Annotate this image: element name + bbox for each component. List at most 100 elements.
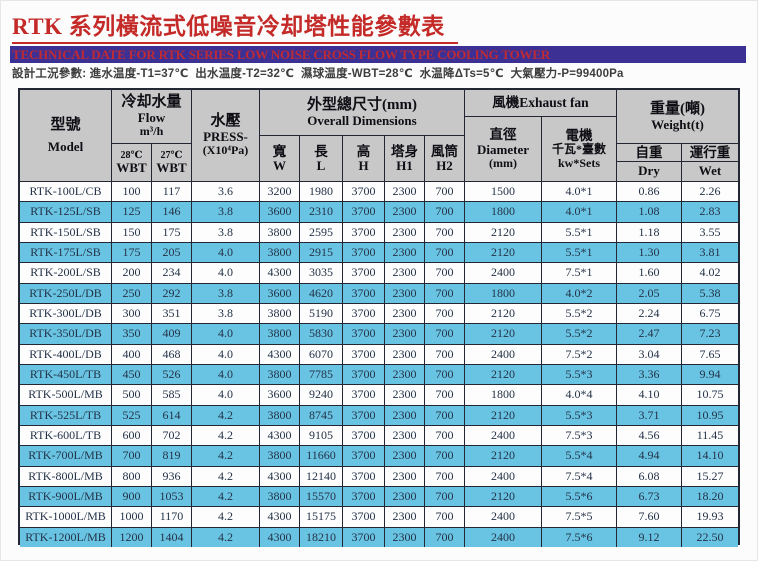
data-cell: 3.36 (617, 364, 682, 385)
header-flow-28wbt: 28℃ WBT (112, 144, 152, 182)
data-cell: 11660 (300, 446, 343, 466)
data-cell: 350 (112, 324, 152, 344)
data-cell: 18210 (300, 527, 343, 547)
data-cell: 9.94 (699, 367, 721, 382)
header-flow-28-wbt: WBT (116, 159, 147, 175)
data-cell: 8745 (300, 405, 343, 425)
model-cell: RTK-700L/MB (20, 446, 112, 466)
data-cell: 2300 (385, 486, 425, 507)
model-cell: RTK-100L/CB (20, 182, 112, 202)
header-dim-l-en: L (316, 157, 326, 173)
data-cell: 3800 (260, 303, 300, 324)
model-cell: RTK-525L/TB (20, 405, 112, 425)
data-cell: 400 (112, 344, 152, 364)
model-cell: RTK-175L/SB (20, 242, 112, 263)
header-weight-dry-en-text: Dry (638, 163, 660, 179)
data-cell: 146 (152, 202, 192, 222)
data-cell: 7785 (300, 364, 343, 385)
header-fan-diameter-zh: 直徑 (489, 127, 517, 143)
header-flow-en2: m³/h (139, 124, 164, 139)
data-cell: 2120 (465, 486, 542, 507)
data-cell: 2400 (465, 263, 542, 283)
data-cell: 700 (425, 303, 465, 324)
header-model-en: Model (47, 138, 84, 154)
header-dim-h-zh: 高 (356, 143, 371, 159)
data-cell: 5.38 (699, 285, 721, 300)
data-cell: 2.24 (617, 303, 682, 324)
data-cell: 3.6 (192, 182, 260, 202)
data-cell: 2400 (465, 507, 542, 527)
data-cell: 4.2 (192, 527, 260, 547)
data-cell: 3.8 (192, 303, 260, 324)
header-dim-h1-en: H1 (396, 157, 413, 173)
header-flow-group: 冷却水量 Flow m³/h (112, 90, 192, 144)
data-cell: 700 (425, 446, 465, 466)
data-cell: 1.08 (617, 202, 682, 222)
table-row: RTK-150L/SB 150 175 3.8 3800 2595 3700 2300 700 2… (20, 222, 738, 243)
data-cell: 3700 (343, 527, 385, 547)
data-cell: 15570 (300, 486, 343, 507)
data-cell: 3700 (343, 486, 385, 507)
table-row: RTK-300L/DB 300 351 3.8 3800 5190 3700 2300 700 2… (20, 303, 738, 325)
table-row: RTK-200L/SB 200 234 4.0 4300 3035 3700 2300 700 2… (20, 263, 738, 284)
data-cell: 18.20 (696, 489, 724, 504)
model-cell: RTK-400L/DB (20, 344, 112, 364)
data-cell: 4.0*1 (542, 182, 617, 202)
data-cell: 9105 (300, 425, 343, 446)
data-cell: 4300 (260, 263, 300, 283)
data-cell: 1.30 (617, 242, 682, 263)
data-cell: 4.2 (192, 466, 260, 486)
data-cell: 2300 (385, 202, 425, 222)
data-cell: 4.0 (192, 364, 260, 385)
data-cell: 5.5*6 (542, 486, 617, 507)
data-cell: 3800 (260, 242, 300, 263)
data-cell: 6.08 (617, 466, 682, 486)
data-cell: 4.0*4 (542, 385, 617, 405)
data-cell: 700 (425, 527, 465, 547)
data-cell: 3.81 (699, 245, 721, 260)
data-cell: 2310 (300, 202, 343, 222)
model-cell: RTK-1000L/MB (20, 507, 112, 527)
data-cell: 4.0*1 (542, 202, 617, 222)
header-fan-group: 風機Exhaust fan (465, 90, 617, 117)
data-cell: 10.95 (696, 407, 724, 422)
header-dim-h2-en: H2 (436, 157, 453, 173)
data-cell: 4.0 (192, 263, 260, 283)
data-cell: 4.10 (617, 385, 682, 405)
data-cell: 700 (425, 263, 465, 283)
data-cell: 3.8 (192, 283, 260, 303)
data-cell: 700 (425, 182, 465, 202)
header-model-zh: 型號 (50, 116, 81, 133)
data-cell: 1053 (152, 486, 192, 507)
table-row: RTK-100L/CB 100 117 3.6 3200 1980 3700 2300 700 1… (20, 182, 738, 203)
data-cell: 936 (152, 466, 192, 486)
header-flow-27-temp: 27℃ (160, 149, 183, 161)
data-cell: 3600 (260, 202, 300, 222)
data-cell: 4.94 (617, 446, 682, 466)
data-cell: 700 (425, 283, 465, 303)
data-cell: 2300 (385, 344, 425, 364)
data-cell: 117 (152, 182, 192, 202)
data-cell: 3800 (260, 364, 300, 385)
data-cell: 3700 (343, 283, 385, 303)
data-cell: 3.71 (617, 405, 682, 425)
data-cell: 2120 (465, 405, 542, 425)
data-cell: 2.05 (617, 283, 682, 303)
data-cell: 3200 (260, 182, 300, 202)
header-weight-group: 重量(噸) Weight(t) (617, 90, 738, 144)
data-cell: 7.5*1 (542, 263, 617, 283)
data-cell: 2400 (465, 527, 542, 547)
data-cell: 200 (112, 263, 152, 283)
data-cell: 3800 (260, 405, 300, 425)
table-row: RTK-350L/DB 350 409 4.0 3800 5830 3700 2300 700 2… (20, 324, 738, 345)
data-cell: 700 (425, 202, 465, 222)
data-cell: 5.5*1 (542, 242, 617, 263)
table-row: RTK-250L/DB 250 292 3.8 3600 4620 3700 2300 700 1… (20, 283, 738, 304)
data-cell: 3800 (260, 486, 300, 507)
data-cell: 7.65 (699, 346, 721, 361)
data-cell: 3600 (260, 385, 300, 405)
data-cell: 700 (425, 222, 465, 242)
data-cell: 2400 (465, 425, 542, 446)
data-cell: 7.5*3 (542, 425, 617, 446)
table-row: RTK-450L/TB 450 526 4.0 3800 7785 3700 2300 700 2… (20, 364, 738, 386)
